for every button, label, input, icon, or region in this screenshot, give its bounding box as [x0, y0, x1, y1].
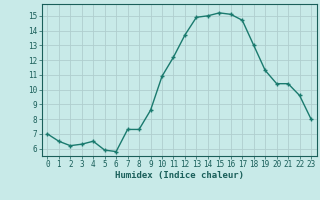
X-axis label: Humidex (Indice chaleur): Humidex (Indice chaleur) — [115, 171, 244, 180]
